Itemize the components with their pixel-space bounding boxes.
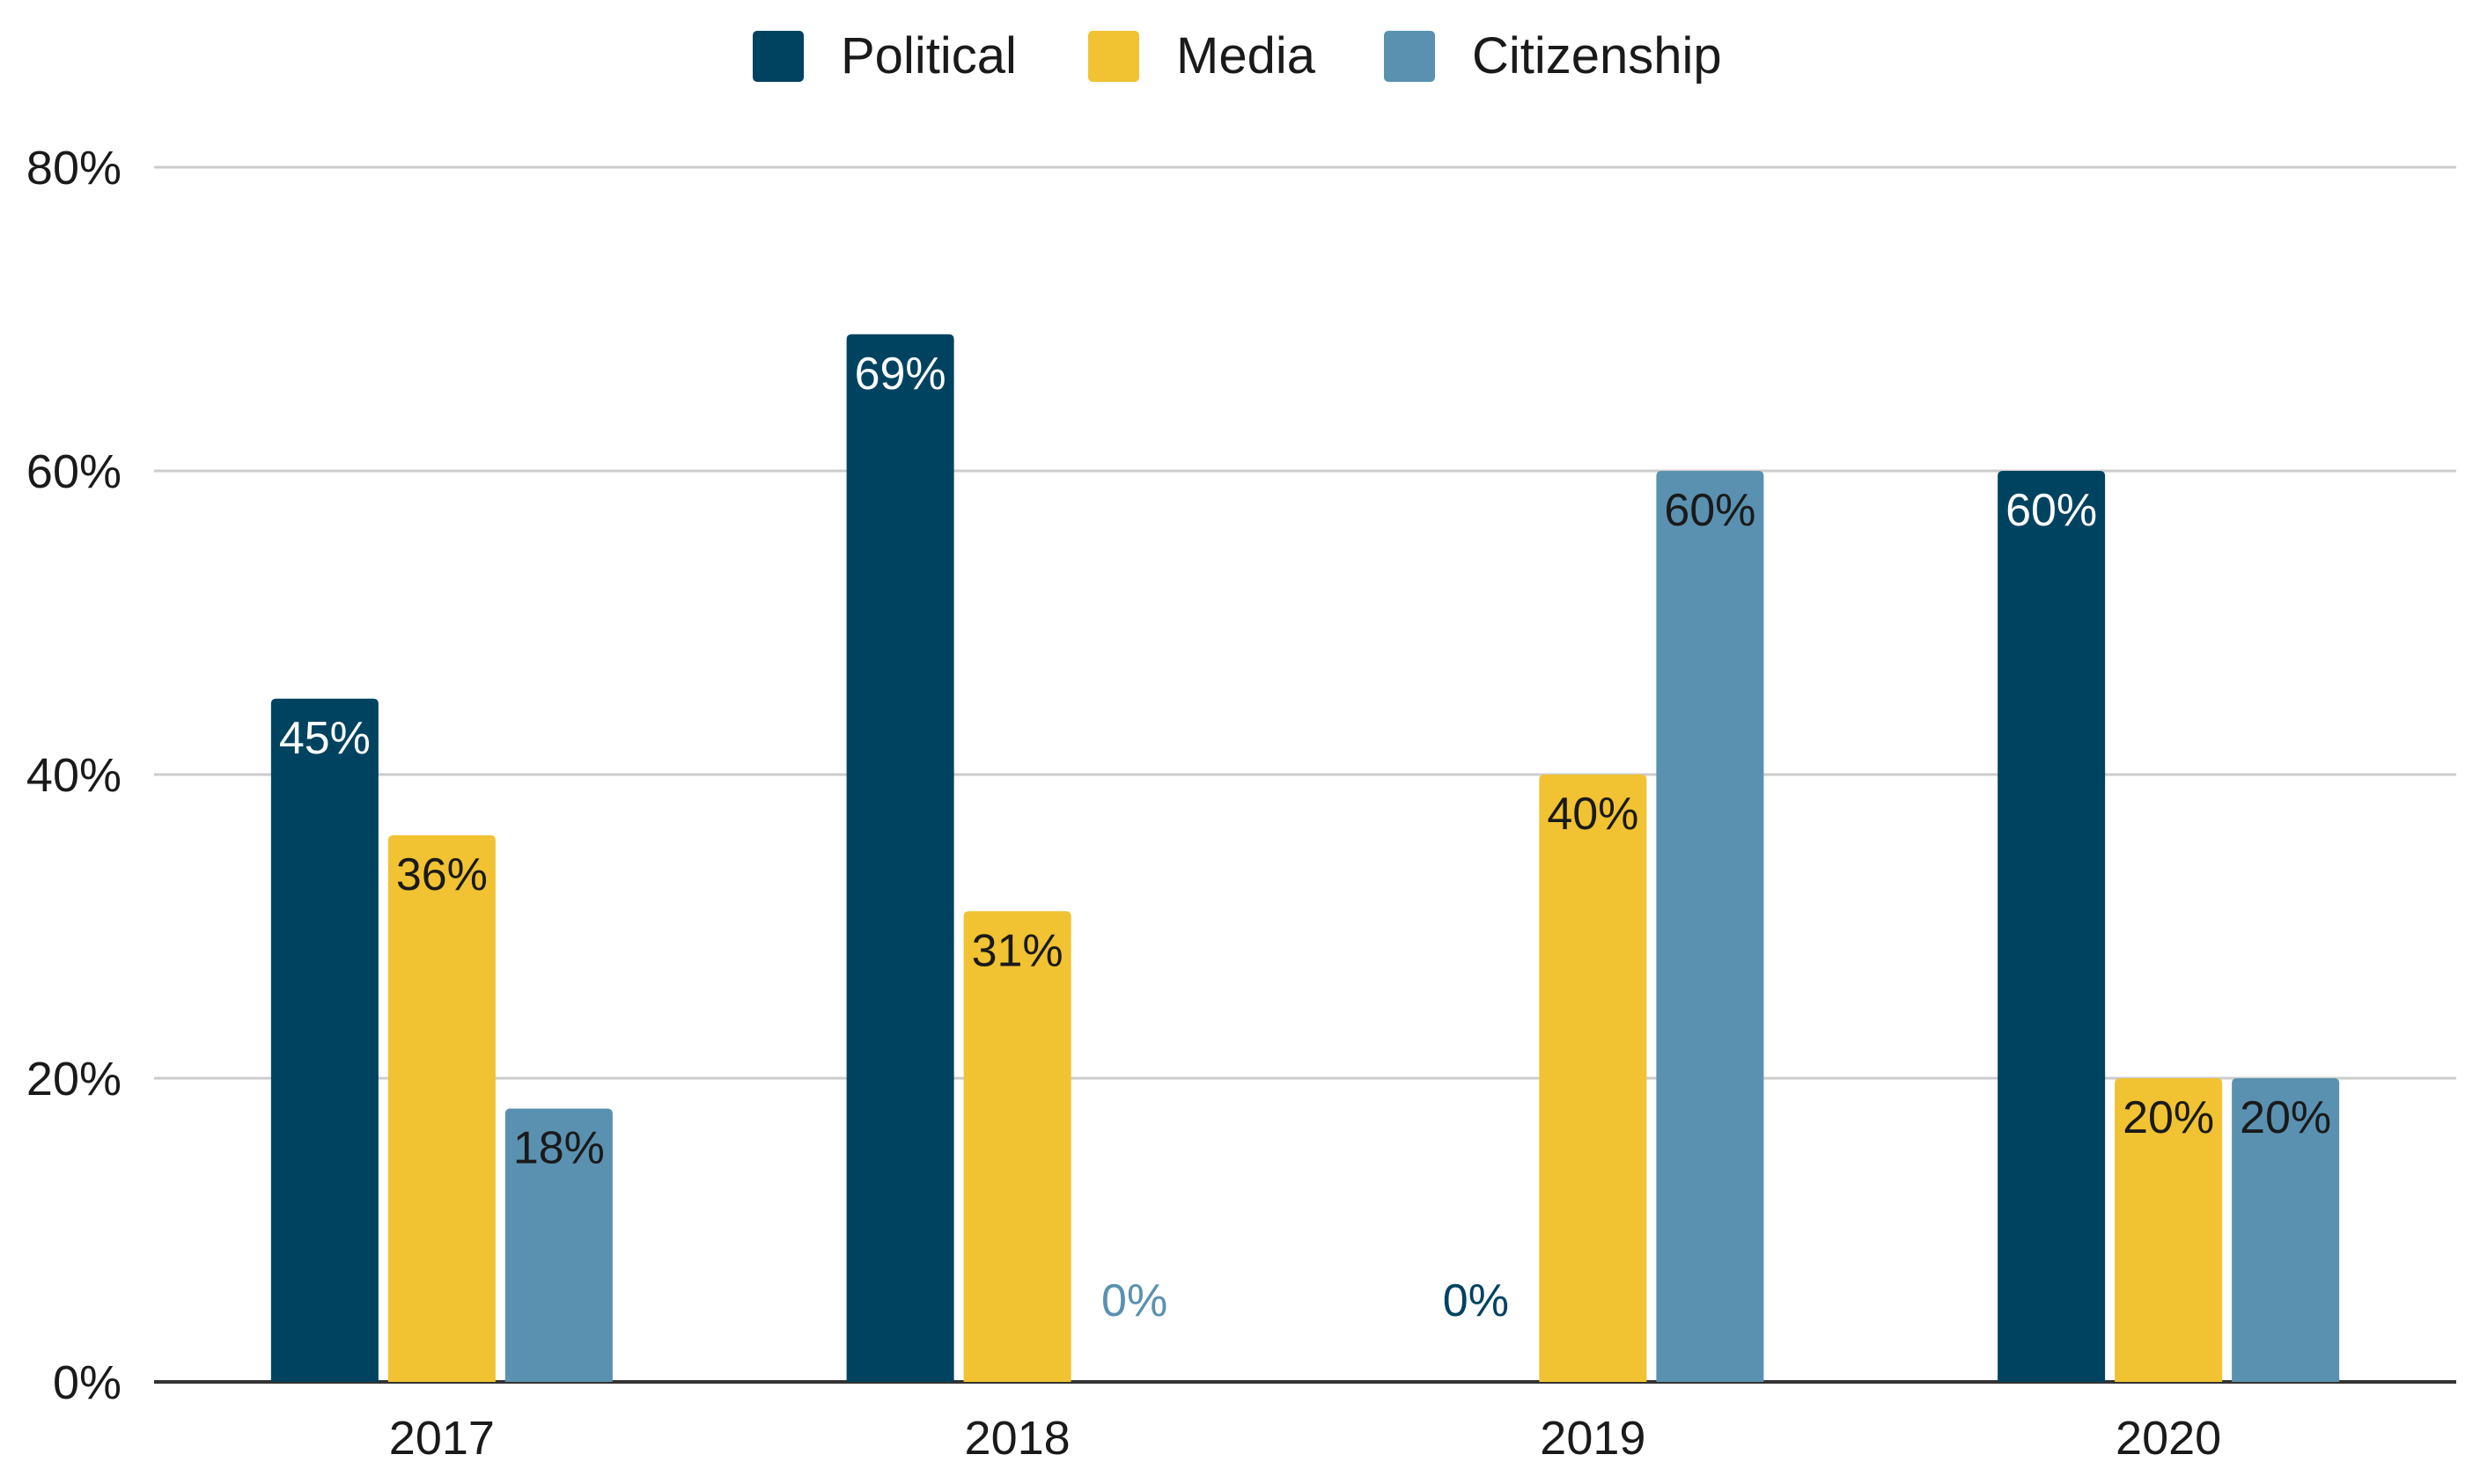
bar-political-2018 [846,334,954,1382]
legend-swatch-political [753,31,804,82]
bars [270,334,2340,1382]
bar-media-2019 [1539,775,1647,1382]
y-tick-label: 80% [26,142,121,195]
legend-label-media: Media [1176,27,1316,84]
data-label-citizenship-2017: 18% [513,1123,605,1174]
bar-political-2017 [270,698,379,1382]
x-tick-label: 2020 [2116,1412,2221,1465]
legend-swatch-media [1088,31,1139,82]
data-label-political-2020: 60% [2005,485,2097,536]
data-label-citizenship-2020: 20% [2240,1092,2331,1143]
legend: Political Media Citizenship [753,27,1722,84]
x-tick-label: 2018 [965,1412,1071,1465]
y-tick-label: 40% [26,749,121,802]
data-labels: 45% 36% 18% 69% 31% 0% 0% 40% 60% 60% 20% 20% [279,349,2331,1326]
data-label-media-2019: 40% [1547,789,1638,840]
bar-citizenship-2019 [1656,471,1764,1382]
data-label-political-2018: 69% [855,349,946,400]
data-label-media-2020: 20% [2123,1092,2214,1143]
y-tick-label: 0% [53,1356,121,1409]
bar-citizenship-2020 [2232,1078,2340,1382]
data-label-media-2017: 36% [396,849,488,900]
data-label-citizenship-2019: 60% [1664,485,1755,536]
legend-label-political: Political [841,27,1017,84]
bar-media-2017 [387,835,496,1382]
bar-political-2020 [1998,471,2106,1382]
y-axis-ticks: 0% 20% 40% 60% 80% [26,142,121,1409]
data-label-citizenship-2018: 0% [1101,1275,1167,1326]
y-tick-label: 60% [26,445,121,498]
legend-label-citizenship: Citizenship [1472,27,1722,84]
y-tick-label: 20% [26,1053,121,1106]
data-label-media-2018: 31% [972,925,1063,976]
bar-media-2018 [963,911,1071,1382]
x-tick-label: 2019 [1540,1412,1645,1465]
bar-citizenship-2017 [504,1108,613,1382]
gridlines [154,165,2456,1384]
x-tick-label: 2017 [389,1412,495,1465]
data-label-political-2017: 45% [279,713,371,764]
x-axis-ticks: 2017 2018 2019 2020 [389,1412,2221,1465]
legend-swatch-citizenship [1384,31,1435,82]
data-label-political-2019: 0% [1443,1275,1509,1326]
bar-media-2020 [2115,1078,2223,1382]
